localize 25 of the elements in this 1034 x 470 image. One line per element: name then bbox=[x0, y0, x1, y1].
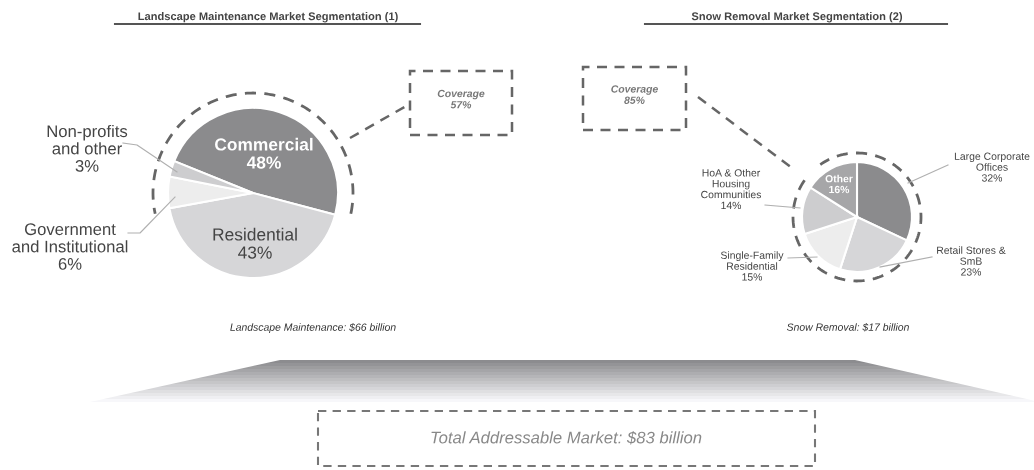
slice-label: Retail Stores & SmB bbox=[937, 246, 1006, 265]
slice-label: Government and Institutional bbox=[12, 223, 128, 253]
text: Coverage 57% bbox=[437, 89, 485, 109]
text: Total Addressable Market: $83 billion bbox=[431, 430, 702, 445]
text: Coverage 85% bbox=[611, 85, 658, 104]
text: Snow Removal: $17 billion bbox=[786, 322, 909, 332]
data-label: 23% bbox=[961, 268, 982, 276]
data-label: 48% bbox=[246, 156, 281, 169]
slice-label: Commercial bbox=[215, 137, 313, 151]
slice-label: Large Corporate Offices bbox=[954, 152, 1030, 171]
data-label: 14% bbox=[721, 201, 742, 210]
slice-label: HoA & Other Housing Communities bbox=[701, 168, 762, 199]
text: Landscape Maintenance: $66 billion bbox=[230, 323, 396, 333]
data-label: 6% bbox=[58, 258, 82, 270]
chart-title: Landscape Maintenance Market Segmentation (1) bbox=[138, 12, 398, 23]
data-label: 3% bbox=[75, 160, 99, 172]
slice-label: Single-Family Residential bbox=[720, 251, 784, 270]
chart-title: Snow Removal Market Segmentation (2) bbox=[691, 12, 903, 23]
slice-label: Residential bbox=[213, 227, 297, 241]
slice-label: Other bbox=[825, 174, 853, 183]
data-label: 32% bbox=[981, 174, 1003, 182]
data-label: 16% bbox=[829, 185, 850, 194]
data-label: 15% bbox=[742, 273, 763, 281]
slice-label: Non-profits and other bbox=[47, 124, 128, 155]
data-label: 43% bbox=[238, 246, 272, 259]
